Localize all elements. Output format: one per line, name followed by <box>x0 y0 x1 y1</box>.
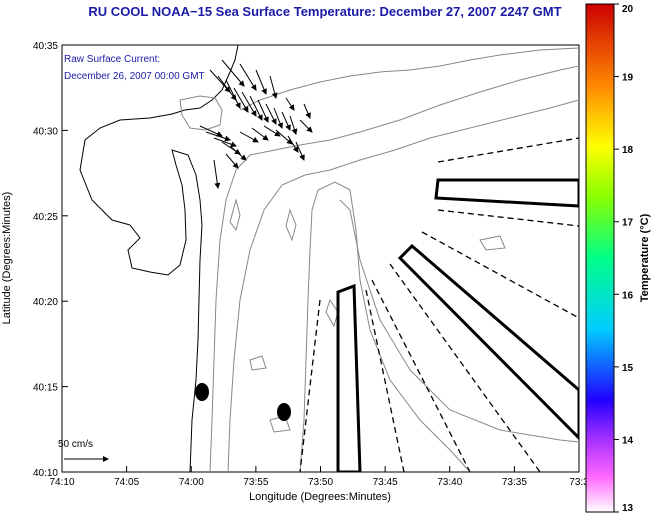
y-tick-label: 40:35 <box>33 41 58 52</box>
current-label-line1: Raw Surface Current: <box>64 54 160 65</box>
colorbar-tick-label: 14 <box>622 435 634 446</box>
map-title: RU COOL NOAA−15 Sea Surface Temperature:… <box>88 4 562 19</box>
y-tick-label: 40:10 <box>33 468 58 479</box>
x-axis-ticks: 74:10 74:05 74:00 73:55 73:50 73:45 73:40 73:35… <box>49 466 589 488</box>
colorbar-tick-label: 16 <box>622 290 634 301</box>
x-tick-label: 73:40 <box>437 477 462 488</box>
colorbar-tick-label: 20 <box>622 4 634 15</box>
colorbar-ticks: 20 19 18 17 16 15 14 13 <box>614 3 634 514</box>
x-tick-label: 73:35 <box>502 477 527 488</box>
y-tick-label: 40:30 <box>33 126 58 137</box>
radar-sectors <box>336 178 579 472</box>
y-tick-label: 40:25 <box>33 212 58 223</box>
bathymetry-contours <box>179 47 579 472</box>
x-tick-label: 73:50 <box>308 477 333 488</box>
colorbar-tick-label: 17 <box>622 218 634 229</box>
x-tick-label: 73:3 <box>569 477 589 488</box>
x-tick-label: 74:10 <box>49 477 74 488</box>
colorbar-tick-label: 15 <box>622 363 634 374</box>
colorbar-label: Temperature (°C) <box>639 213 651 302</box>
radar-beams <box>299 137 579 472</box>
x-axis-label: Longitude (Degrees:Minutes) <box>249 491 391 503</box>
colorbar-tick-label: 13 <box>622 503 634 514</box>
colorbar-tick-label: 18 <box>622 145 634 156</box>
x-tick-label: 74:05 <box>114 477 139 488</box>
colorbar <box>585 3 615 513</box>
station-marker-1 <box>195 383 209 401</box>
x-tick-label: 74:00 <box>179 477 204 488</box>
colorbar-tick-label: 19 <box>622 73 634 84</box>
x-tick-label: 73:45 <box>373 477 398 488</box>
surface-current-vectors <box>199 59 313 189</box>
y-tick-label: 40:20 <box>33 297 58 308</box>
y-axis-label: Latitude (Degrees:Minutes) <box>1 192 13 325</box>
scale-label: 50 cm/s <box>58 439 93 450</box>
station-marker-2 <box>277 403 291 421</box>
current-label-line2: December 26, 2007 00:00 GMT <box>64 71 205 82</box>
y-tick-label: 40:15 <box>33 383 58 394</box>
x-tick-label: 73:55 <box>243 477 268 488</box>
y-axis-ticks: 40:35 40:30 40:25 40:20 40:15 40:10 <box>33 41 68 479</box>
coastline <box>62 45 239 472</box>
